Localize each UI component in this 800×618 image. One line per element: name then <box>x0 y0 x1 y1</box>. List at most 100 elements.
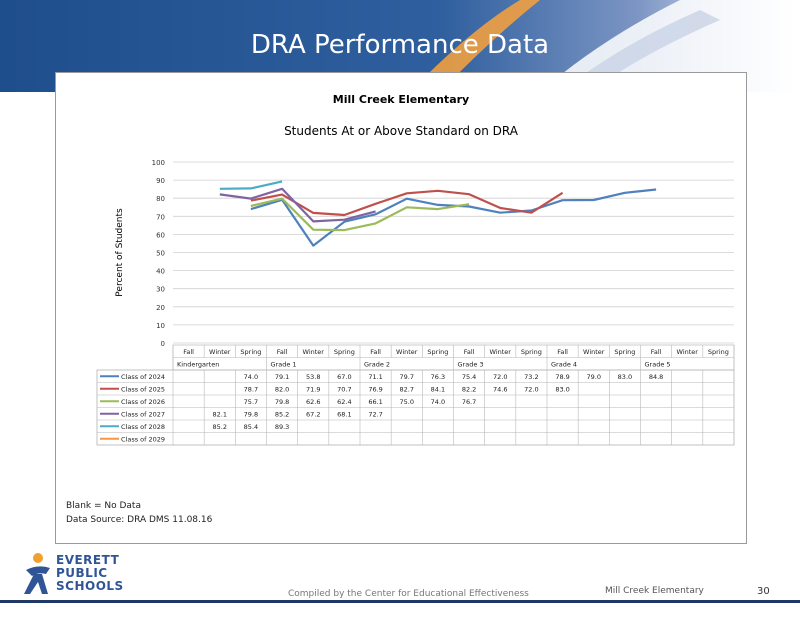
x-tick-label: Winter <box>209 348 231 356</box>
logo-text-line-1: EVERETT <box>56 553 120 567</box>
data-label: 79.0 <box>587 373 601 381</box>
data-label: 67.2 <box>306 411 320 419</box>
chart-title: Mill Creek Elementary <box>333 93 469 106</box>
x-tick-label: Fall <box>370 348 381 356</box>
data-label: 84.8 <box>649 373 663 381</box>
data-label: 83.0 <box>618 373 632 381</box>
grade-group-label: Grade 2 <box>364 361 390 369</box>
data-label: 76.7 <box>462 398 476 406</box>
data-label: 74.6 <box>493 386 507 394</box>
x-tick-label: Spring <box>614 348 635 356</box>
footnote-blank: Blank = No Data <box>66 501 141 511</box>
data-label: 75.4 <box>462 373 476 381</box>
y-tick-label: 20 <box>156 304 165 312</box>
data-label: 76.9 <box>368 386 382 394</box>
data-label: 53.8 <box>306 373 320 381</box>
data-label: 74.0 <box>431 398 445 406</box>
grade-group-label: Kindergarten <box>177 361 219 369</box>
x-tick-label: Spring <box>708 348 729 356</box>
x-tick-label: Winter <box>396 348 418 356</box>
series-line-class-of-2025 <box>250 189 564 217</box>
x-tick-label: Spring <box>521 348 542 356</box>
data-label: 79.7 <box>400 373 414 381</box>
y-tick-label: 60 <box>156 231 165 239</box>
data-label: 82.7 <box>400 386 414 394</box>
y-tick-label: 30 <box>156 286 165 294</box>
data-label: 62.4 <box>337 398 351 406</box>
x-tick-label: Spring <box>240 348 261 356</box>
data-label: 85.2 <box>275 411 289 419</box>
grade-group-label: Grade 5 <box>645 361 671 369</box>
data-label: 72.0 <box>493 373 507 381</box>
data-label: 70.7 <box>337 386 351 394</box>
x-tick-label: Winter <box>303 348 325 356</box>
data-label: 73.2 <box>524 373 538 381</box>
data-label: 78.7 <box>244 386 258 394</box>
data-label: 79.8 <box>275 398 289 406</box>
x-tick-label: Fall <box>464 348 475 356</box>
data-label: 82.1 <box>213 411 227 419</box>
data-label: 72.7 <box>368 411 382 419</box>
y-tick-label: 40 <box>156 268 165 276</box>
grade-group-label: Grade 4 <box>551 361 577 369</box>
x-tick-label: Spring <box>334 348 355 356</box>
runner-logo-icon <box>24 553 50 594</box>
data-label: 75.7 <box>244 398 258 406</box>
x-tick-label: Fall <box>183 348 194 356</box>
y-tick-label: 80 <box>156 195 165 203</box>
data-label: 83.0 <box>555 386 569 394</box>
data-label: 66.1 <box>368 398 382 406</box>
y-axis-label: Percent of Students <box>115 208 125 297</box>
data-label: 79.1 <box>275 373 289 381</box>
data-label: 79.8 <box>244 411 258 419</box>
y-tick-label: 70 <box>156 213 165 221</box>
y-tick-label: 100 <box>152 159 165 167</box>
data-label: 76.3 <box>431 373 445 381</box>
page-number: 30 <box>757 586 770 597</box>
data-label: 84.1 <box>431 386 445 394</box>
y-tick-label: 50 <box>156 250 165 258</box>
logo-text-line-2: PUBLIC <box>56 566 108 580</box>
x-tick-label: Winter <box>490 348 512 356</box>
data-label: 82.0 <box>275 386 289 394</box>
series-line-class-of-2027 <box>219 187 376 223</box>
legend-label: Class of 2028 <box>121 423 165 431</box>
series-line-class-of-2028 <box>219 180 283 190</box>
data-label: 67.0 <box>337 373 351 381</box>
grade-group-label: Grade 1 <box>271 361 297 369</box>
data-label: 75.0 <box>400 398 414 406</box>
data-label: 68.1 <box>337 411 351 419</box>
data-label: 72.0 <box>524 386 538 394</box>
data-label: 89.3 <box>275 423 289 431</box>
chart-subtitle: Students At or Above Standard on DRA <box>284 124 519 138</box>
x-tick-label: Winter <box>583 348 605 356</box>
data-label: 71.9 <box>306 386 320 394</box>
footer-credit: Compiled by the Center for Educational E… <box>288 589 529 599</box>
district-logo: EVERETT PUBLIC SCHOOLS <box>20 550 140 600</box>
y-tick-label: 90 <box>156 177 165 185</box>
data-label: 71.1 <box>368 373 382 381</box>
grade-group-label: Grade 3 <box>458 361 484 369</box>
footnote-source: Data Source: DRA DMS 11.08.16 <box>66 515 213 525</box>
legend-label: Class of 2027 <box>121 411 165 419</box>
line-chart: Mill Creek Elementary Students At or Abov… <box>96 93 735 446</box>
data-label: 85.2 <box>213 423 227 431</box>
footer-school: Mill Creek Elementary <box>605 586 704 596</box>
data-label: 62.6 <box>306 398 320 406</box>
chart-container: Mill Creek Elementary Students At or Abov… <box>55 72 747 544</box>
data-label: 74.0 <box>244 373 258 381</box>
footer-divider <box>0 600 800 603</box>
legend-label: Class of 2029 <box>121 436 165 444</box>
x-tick-label: Fall <box>277 348 288 356</box>
y-tick-label: 10 <box>156 322 165 330</box>
logo-text-line-3: SCHOOLS <box>56 579 124 593</box>
y-tick-label: 0 <box>161 340 165 348</box>
data-label: 85.4 <box>244 423 258 431</box>
data-label: 82.2 <box>462 386 476 394</box>
series-line-class-of-2026 <box>250 197 470 232</box>
x-tick-label: Fall <box>557 348 568 356</box>
x-tick-label: Spring <box>427 348 448 356</box>
x-tick-label: Winter <box>677 348 699 356</box>
data-label: 78.9 <box>555 373 569 381</box>
legend-label: Class of 2025 <box>121 386 165 394</box>
